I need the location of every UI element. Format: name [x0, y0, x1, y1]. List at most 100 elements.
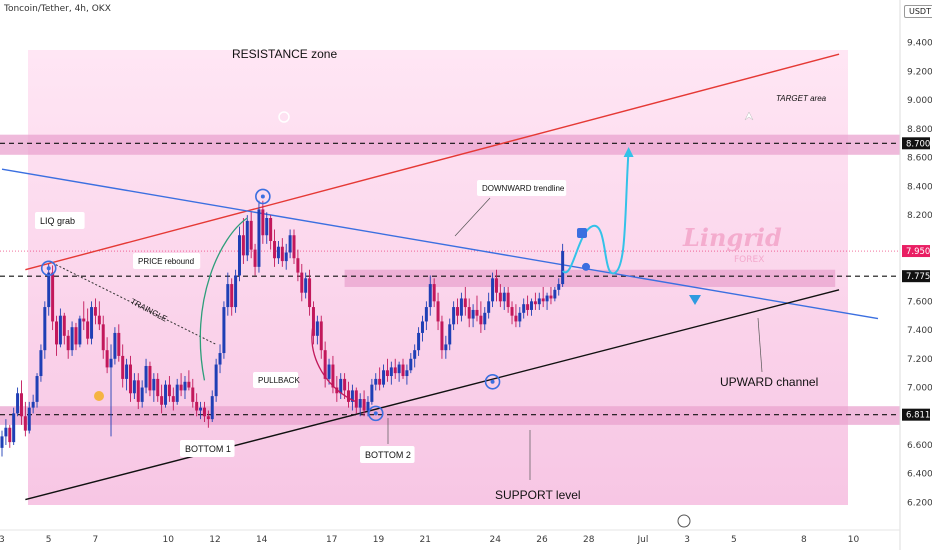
candle-body[interactable] — [230, 284, 234, 308]
candle-body[interactable] — [160, 396, 164, 405]
candle-body[interactable] — [327, 364, 331, 379]
candle-body[interactable] — [101, 324, 105, 351]
candle-body[interactable] — [331, 364, 335, 388]
candle-body[interactable] — [257, 209, 261, 267]
candle-body[interactable] — [202, 407, 206, 417]
candle-body[interactable] — [308, 278, 312, 308]
candle-body[interactable] — [140, 387, 144, 402]
candle-body[interactable] — [370, 384, 374, 402]
candle-body[interactable] — [226, 284, 230, 308]
candle-body[interactable] — [304, 278, 308, 293]
candle-body[interactable] — [537, 298, 541, 305]
candle-body[interactable] — [269, 218, 273, 241]
candle-body[interactable] — [385, 370, 389, 377]
candle-body[interactable] — [483, 312, 487, 325]
candle-body[interactable] — [78, 318, 82, 345]
candle-body[interactable] — [549, 295, 553, 299]
bottom-2-marker[interactable] — [367, 405, 384, 422]
candle-body[interactable] — [393, 367, 397, 374]
candle-body[interactable] — [62, 315, 66, 336]
candle-body[interactable] — [440, 321, 444, 351]
candle-body[interactable] — [152, 378, 156, 391]
candle-body[interactable] — [109, 358, 113, 368]
candle-body[interactable] — [323, 350, 327, 379]
candle-body[interactable] — [70, 327, 74, 351]
candle-body[interactable] — [234, 275, 238, 308]
liq-grab-marker[interactable] — [40, 260, 57, 277]
candle-body[interactable] — [491, 278, 495, 302]
candle-body[interactable] — [444, 344, 448, 351]
candle-body[interactable] — [343, 378, 347, 391]
candle-body[interactable] — [121, 355, 125, 379]
candle-body[interactable] — [436, 301, 440, 322]
candle-body[interactable] — [136, 380, 140, 402]
candle-body[interactable] — [459, 298, 463, 316]
candle-body[interactable] — [284, 252, 288, 262]
candle-body[interactable] — [424, 307, 428, 322]
candle-body[interactable] — [214, 364, 218, 397]
candle-body[interactable] — [195, 401, 199, 411]
candle-body[interactable] — [510, 307, 514, 316]
candle-body[interactable] — [292, 235, 296, 259]
candle-body[interactable] — [222, 307, 226, 354]
candle-body[interactable] — [428, 284, 432, 308]
candle-body[interactable] — [93, 307, 97, 316]
candle-body[interactable] — [366, 401, 370, 411]
candle-body[interactable] — [448, 324, 452, 345]
candle-body[interactable] — [529, 301, 533, 310]
candle-body[interactable] — [148, 365, 152, 391]
candle-body[interactable] — [315, 321, 319, 336]
currency-badge[interactable]: USDT — [904, 5, 932, 18]
candle-body[interactable] — [456, 307, 460, 316]
candle-body[interactable] — [47, 272, 51, 308]
candle-body[interactable] — [514, 315, 518, 322]
candle-body[interactable] — [265, 218, 269, 236]
candle-body[interactable] — [31, 401, 35, 408]
candle-body[interactable] — [471, 309, 475, 319]
candle-body[interactable] — [175, 384, 179, 402]
candle-body[interactable] — [276, 246, 280, 259]
candle-body[interactable] — [23, 416, 27, 431]
candle-body[interactable] — [8, 427, 12, 443]
candle-body[interactable] — [245, 220, 249, 256]
candle-body[interactable] — [463, 298, 467, 308]
candle-body[interactable] — [97, 315, 101, 325]
candle-body[interactable] — [467, 307, 471, 319]
candle-body[interactable] — [561, 251, 565, 285]
candle-body[interactable] — [413, 350, 417, 359]
candle-body[interactable] — [389, 367, 393, 377]
candle-body[interactable] — [210, 396, 214, 420]
candle-body[interactable] — [51, 272, 55, 322]
candle-body[interactable] — [261, 209, 265, 236]
candle-body[interactable] — [187, 381, 191, 388]
candle-body[interactable] — [362, 399, 366, 411]
candle-body[interactable] — [66, 335, 70, 351]
candle-body[interactable] — [487, 301, 491, 313]
candle-body[interactable] — [518, 312, 522, 322]
candle-body[interactable] — [409, 358, 413, 371]
candle-body[interactable] — [132, 380, 136, 394]
candle-body[interactable] — [199, 407, 203, 411]
candle-body[interactable] — [82, 318, 86, 322]
candle-body[interactable] — [55, 321, 59, 345]
candle-body[interactable] — [526, 304, 530, 310]
candle-body[interactable] — [125, 364, 129, 379]
candle-body[interactable] — [397, 364, 401, 374]
channel-touch-marker[interactable] — [484, 373, 501, 390]
candle-body[interactable] — [358, 399, 362, 408]
candle-body[interactable] — [86, 321, 90, 339]
candle-body[interactable] — [319, 321, 323, 351]
candle-body[interactable] — [300, 272, 304, 293]
candle-body[interactable] — [506, 292, 510, 308]
candle-body[interactable] — [171, 396, 175, 402]
candle-body[interactable] — [117, 332, 121, 356]
candle-body[interactable] — [35, 376, 39, 402]
candle-body[interactable] — [354, 390, 358, 408]
candle-body[interactable] — [339, 378, 343, 394]
candle-body[interactable] — [541, 298, 545, 302]
candle-body[interactable] — [479, 315, 483, 325]
candle-body[interactable] — [553, 289, 557, 299]
candle-body[interactable] — [241, 235, 245, 256]
candle-body[interactable] — [16, 393, 20, 414]
